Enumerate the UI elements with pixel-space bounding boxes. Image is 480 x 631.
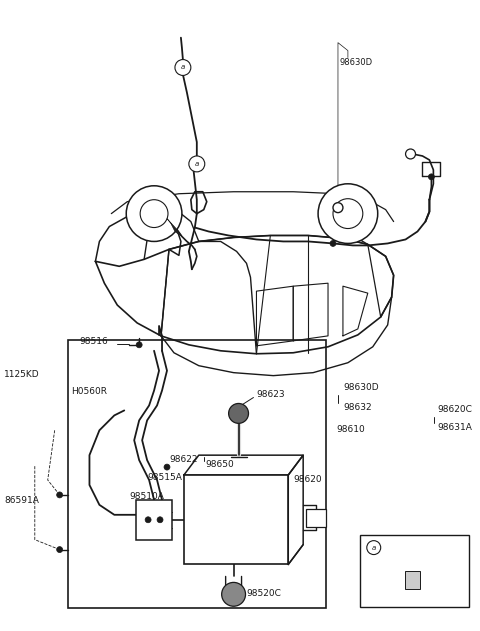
Text: 98630D: 98630D xyxy=(343,383,379,392)
Circle shape xyxy=(333,203,343,213)
Text: 98610: 98610 xyxy=(336,425,365,434)
Text: 98622: 98622 xyxy=(169,454,197,464)
Text: 98620: 98620 xyxy=(293,475,322,483)
Text: a: a xyxy=(195,161,199,167)
Bar xyxy=(68,340,326,608)
Text: 98515A: 98515A xyxy=(147,473,182,481)
Text: 86591A: 86591A xyxy=(4,497,39,505)
Circle shape xyxy=(126,186,182,242)
Text: 98516: 98516 xyxy=(80,338,108,346)
Circle shape xyxy=(145,517,151,522)
Circle shape xyxy=(140,199,168,228)
Bar xyxy=(136,500,172,540)
Text: 98631A: 98631A xyxy=(437,423,472,432)
Circle shape xyxy=(157,517,163,522)
Circle shape xyxy=(406,149,416,159)
Circle shape xyxy=(333,199,363,228)
Text: 1125KD: 1125KD xyxy=(4,370,40,379)
Text: 98632: 98632 xyxy=(343,403,372,412)
Circle shape xyxy=(57,546,62,553)
Text: 98520C: 98520C xyxy=(247,589,281,598)
Text: H0560R: H0560R xyxy=(72,387,108,396)
Bar xyxy=(184,475,288,565)
Text: 98630D: 98630D xyxy=(340,58,373,67)
Polygon shape xyxy=(167,218,182,237)
Circle shape xyxy=(330,240,336,247)
Text: 98510A: 98510A xyxy=(129,492,164,502)
Circle shape xyxy=(318,184,378,244)
Text: 98650: 98650 xyxy=(206,459,235,469)
Text: 98620C: 98620C xyxy=(437,405,472,414)
Text: a: a xyxy=(372,545,376,551)
Circle shape xyxy=(429,174,434,180)
Circle shape xyxy=(367,541,381,555)
Circle shape xyxy=(136,342,142,348)
Text: 98653: 98653 xyxy=(385,543,414,552)
Circle shape xyxy=(222,582,246,606)
Circle shape xyxy=(164,464,170,470)
Bar xyxy=(306,509,326,527)
Bar xyxy=(405,572,420,589)
Text: 98623: 98623 xyxy=(256,390,285,399)
Circle shape xyxy=(228,403,249,423)
Circle shape xyxy=(175,59,191,76)
Bar xyxy=(360,534,469,607)
Circle shape xyxy=(189,156,205,172)
Text: a: a xyxy=(181,64,185,71)
Circle shape xyxy=(57,492,62,498)
